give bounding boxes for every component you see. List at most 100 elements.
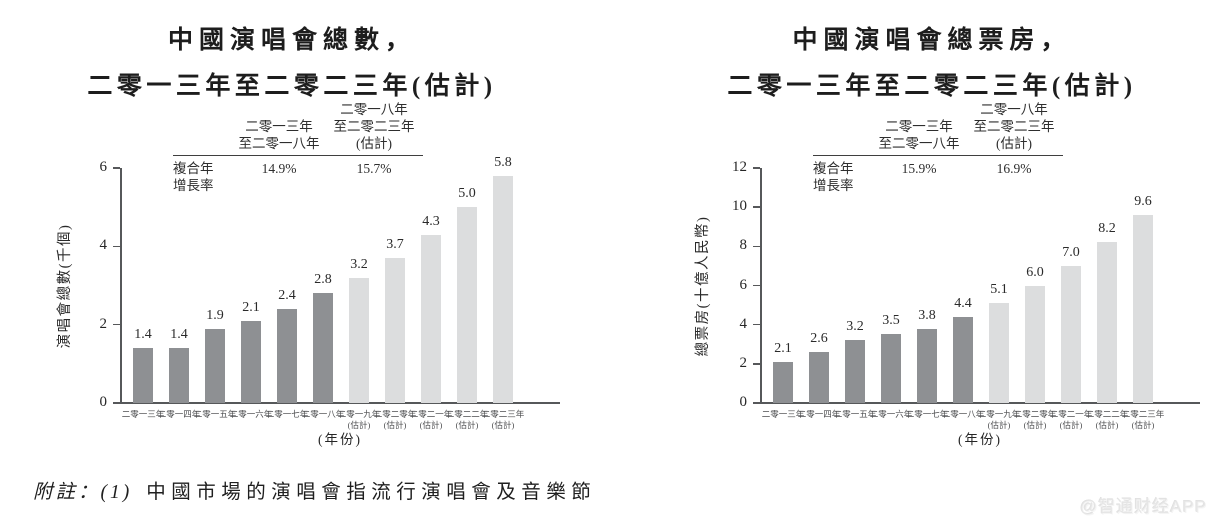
- x-category-label: 二零二零年 (估計): [373, 409, 417, 430]
- bar-estimate: [385, 258, 405, 403]
- footnote: 附註：(1) 中國市場的演唱會指流行演唱會及音樂節: [33, 475, 596, 504]
- y-tick-label: 4: [99, 237, 108, 254]
- cagr-period1-value: 15.9%: [901, 161, 937, 176]
- bar-actual: [917, 328, 937, 403]
- x-category-label: 二零二二年 (估計): [1085, 409, 1129, 430]
- x-category-label: 二零一四年: [797, 409, 841, 419]
- y-tick-label: 4: [739, 315, 748, 332]
- y-tick-mark: [753, 245, 760, 248]
- bar-value-label: 5.8: [494, 154, 512, 170]
- cagr-row-label: 複合年 增長率: [173, 161, 214, 193]
- bar-actual: [773, 361, 793, 403]
- bar-value-label: 3.7: [386, 237, 404, 253]
- cagr-period1-header: 二零一三年 至二零一八年: [878, 119, 960, 151]
- x-category-label: 二零一五年: [833, 409, 877, 419]
- x-category-label: 二零一六年: [229, 409, 273, 419]
- cagr-period1-header: 二零一三年 至二零一八年: [238, 119, 320, 151]
- bar-actual: [205, 328, 225, 403]
- bar-value-label: 1.4: [134, 327, 152, 343]
- x-category-label: 二零一八年: [941, 409, 985, 419]
- bar-estimate: [1061, 265, 1081, 403]
- x-category-label: 二零一七年: [265, 409, 309, 419]
- bar-value-label: 2.8: [314, 272, 332, 288]
- x-axis-label: (年份): [958, 432, 1002, 447]
- bar-value-label: 1.4: [170, 327, 188, 343]
- y-tick-label: 8: [739, 237, 748, 254]
- y-axis-line: [120, 168, 122, 403]
- chart-title-line1: 中國演唱會總數，: [167, 27, 416, 54]
- bar-estimate: [457, 207, 477, 403]
- y-tick-mark: [753, 206, 760, 208]
- cagr-header-row: 二零一三年 至二零一八年 二零一八年 至二零二三年 (估計): [813, 101, 1063, 156]
- y-tick-label: 6: [99, 159, 108, 175]
- y-tick-label: 0: [99, 394, 108, 410]
- x-category-label: 二零二一年 (估計): [1049, 409, 1093, 430]
- bar-actual: [313, 293, 333, 403]
- bar-value-label: 2.1: [774, 340, 792, 356]
- bar-value-label: 2.1: [242, 299, 260, 315]
- y-tick-mark: [753, 167, 760, 169]
- y-tick-mark: [753, 363, 760, 365]
- cagr-period2-value: 16.9%: [996, 161, 1032, 176]
- bar-value-label: 7.0: [1062, 244, 1080, 260]
- bar-value-label: 3.2: [846, 319, 864, 335]
- bar-estimate: [989, 303, 1009, 403]
- cagr-table: 二零一三年 至二零一八年 二零一八年 至二零二三年 (估計) 複合年 增長率 1…: [813, 101, 1063, 194]
- cagr-value-row: 複合年 增長率 15.9% 16.9%: [813, 156, 1063, 194]
- chart-title-line1: 中國演唱會總票房，: [792, 27, 1072, 54]
- x-category-label: 二零一三年: [761, 409, 805, 419]
- cagr-period2-header: 二零一八年 至二零二三年 (估計): [973, 102, 1055, 151]
- cagr-header-row: 二零一三年 至二零一八年 二零一八年 至二零二三年 (估計): [173, 101, 423, 156]
- bar-value-label: 4.3: [422, 213, 440, 229]
- bar-value-label: 2.6: [810, 331, 828, 347]
- cagr-period1-value: 14.9%: [261, 161, 297, 176]
- x-axis-line: [120, 402, 560, 404]
- box-office-chart-panel: 中國演唱會總票房， 二零一三年至二零二三年(估計) 二零一三年 至二零一八年 二…: [640, 0, 1219, 465]
- bar-actual: [881, 334, 901, 403]
- y-tick-mark: [113, 402, 120, 404]
- y-tick-mark: [113, 245, 120, 248]
- bar-value-label: 3.8: [918, 307, 936, 323]
- y-tick-mark: [113, 167, 120, 169]
- y-tick-mark: [753, 323, 760, 326]
- bar-value-label: 1.9: [206, 307, 224, 323]
- y-tick-label: 2: [99, 315, 108, 332]
- bar-actual: [845, 340, 865, 403]
- bar-value-label: 8.2: [1098, 221, 1116, 237]
- bar-value-label: 5.0: [458, 186, 476, 202]
- footnote-prefix: 附註：(1): [33, 482, 133, 503]
- bar-actual: [953, 316, 973, 403]
- y-tick-label: 10: [732, 198, 747, 215]
- bar-actual: [169, 348, 189, 403]
- x-axis-line: [760, 402, 1200, 404]
- x-category-label: 二零一五年: [193, 409, 237, 419]
- bar-actual: [277, 309, 297, 403]
- x-category-label: 二零一三年: [121, 409, 165, 419]
- x-category-label: 二零一七年: [905, 409, 949, 419]
- footnote-text: 中國市場的演唱會指流行演唱會及音樂節: [146, 482, 597, 503]
- bar-actual: [809, 352, 829, 403]
- y-tick-mark: [753, 402, 760, 404]
- y-axis-label: 演唱會總數(千個): [57, 223, 73, 349]
- x-category-label: 二零二一年 (估計): [409, 409, 453, 430]
- x-category-label: 二零二三年 (估計): [481, 409, 525, 430]
- bar-estimate: [1025, 285, 1045, 403]
- x-category-label: 二零一九年 (估計): [977, 409, 1021, 430]
- x-category-label: 二零一四年: [157, 409, 201, 419]
- y-tick-mark: [113, 323, 120, 326]
- cagr-period2-value: 15.7%: [356, 161, 392, 176]
- bar-value-label: 3.2: [350, 256, 368, 272]
- y-tick-label: 2: [739, 354, 748, 371]
- concert-count-chart-panel: 中國演唱會總數， 二零一三年至二零二三年(估計) 二零一三年 至二零一八年 二零…: [0, 0, 620, 465]
- x-category-label: 二零二三年 (估計): [1121, 409, 1165, 430]
- y-tick-label: 12: [732, 159, 747, 175]
- x-category-label: 二零二零年 (估計): [1013, 409, 1057, 430]
- bar-value-label: 4.4: [954, 295, 972, 311]
- bar-value-label: 9.6: [1134, 194, 1152, 209]
- x-category-label: 二零一八年: [301, 409, 345, 419]
- y-tick-label: 6: [739, 276, 748, 293]
- bar-value-label: 5.1: [990, 282, 1008, 298]
- bar-estimate: [349, 277, 369, 403]
- bar-value-label: 6.0: [1026, 264, 1044, 280]
